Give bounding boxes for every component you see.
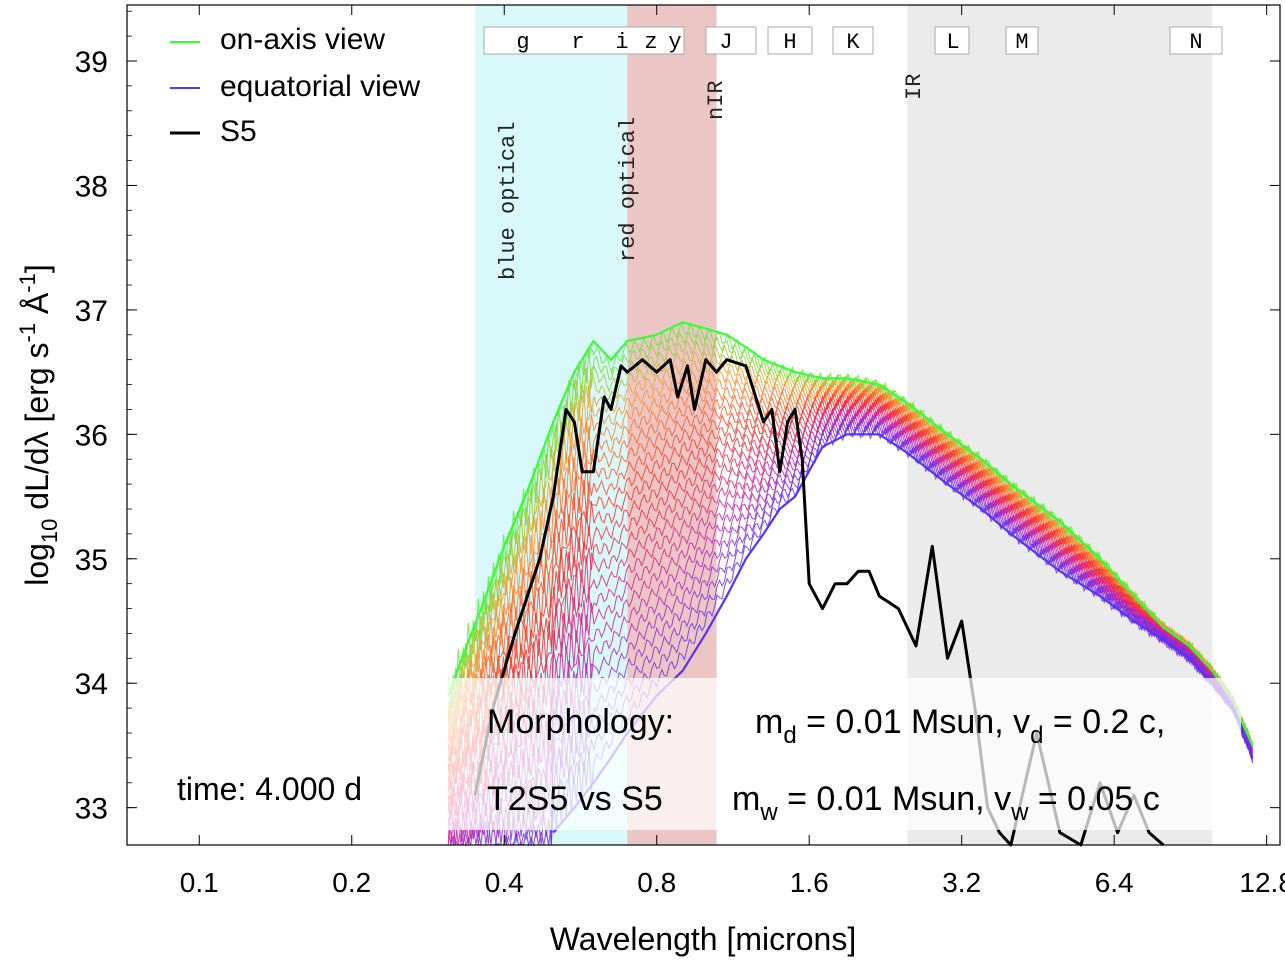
vw-subscript: w (1010, 799, 1029, 826)
disk-parameters: md = 0.01 Msun, vd = 0.2 c, (755, 703, 1165, 749)
wind-parameters: mw = 0.01 Msun, vw = 0.05 c (732, 780, 1160, 826)
legend: on-axis view equatorial view S5 (170, 23, 420, 148)
fan-line-11 (447, 389, 1253, 772)
filter-box-0 (483, 26, 685, 55)
band-label-3: IR (902, 74, 927, 100)
y-tick-label-3: 36 (75, 419, 108, 452)
filter-N: N (1189, 30, 1202, 55)
y-tick-label-2: 35 (75, 544, 108, 577)
y-label-exp1: -1 (15, 323, 40, 343)
plot-frame (126, 4, 1281, 846)
filter-box-3 (832, 26, 874, 55)
fan-line-19 (447, 406, 1253, 830)
x-tick-label-7: 12.8 (1239, 867, 1285, 898)
filter-box-6 (1169, 26, 1223, 55)
annotations: Morphology: md = 0.01 Msun, vd = 0.2 c, … (177, 703, 1165, 826)
fan-line-10 (447, 388, 1253, 774)
filter-g: g (516, 30, 529, 55)
y-label-log-sub: 10 (37, 519, 62, 543)
filter-y: y (668, 30, 681, 55)
filter-box-1 (705, 26, 757, 55)
fan-line-13 (447, 394, 1253, 785)
mw-symbol: m (732, 780, 760, 818)
filter-z: z (644, 30, 657, 55)
y-label-main: dL/dλ [erg s (19, 342, 55, 518)
filter-J: J (719, 30, 732, 55)
x-tick-label-2: 0.4 (485, 867, 524, 898)
x-tick-label-1: 0.2 (332, 867, 371, 898)
vd-value: = 0.2 c, (1043, 703, 1165, 741)
annotation-box (408, 678, 1241, 830)
vd-subscript: d (1030, 722, 1043, 749)
band-label-2: nIR (704, 80, 729, 120)
filter-i: i (615, 30, 628, 55)
filter-H: H (783, 30, 796, 55)
band-labels: blue optical red optical nIR IR (496, 74, 927, 280)
filter-box-4 (934, 26, 970, 55)
x-axis-label: Wavelength [microns] (550, 921, 856, 957)
band-label-1: red optical (616, 117, 641, 262)
legend-label-on-axis: on-axis view (220, 23, 385, 56)
legend-label-equatorial: equatorial view (220, 70, 420, 103)
y-tick-label-1: 34 (75, 668, 108, 701)
legend-label-s5: S5 (220, 115, 257, 148)
series-line-0 (447, 321, 1254, 746)
y-tick-label-0: 33 (75, 793, 108, 826)
mw-value: = 0.01 Msun, v (778, 780, 1011, 818)
y-label-end: ] (19, 264, 55, 273)
x-tick-label-6: 6.4 (1095, 867, 1134, 898)
time-label: time: 4.000 d (177, 771, 362, 807)
fan-line-20 (447, 408, 1253, 846)
model-label: T2S5 vs S5 (487, 780, 663, 818)
fan-line-14 (447, 395, 1253, 790)
y-axis-label: log10 dL/dλ [erg s-1 Å-1] (15, 264, 62, 586)
x-tick-label-3: 0.8 (637, 867, 676, 898)
filter-box-2 (767, 26, 813, 55)
md-symbol: m (755, 703, 783, 741)
y-tick-label-4: 37 (75, 295, 108, 328)
vw-value: = 0.05 c (1028, 780, 1159, 818)
filter-box-5 (1005, 26, 1039, 55)
filter-M: M (1015, 30, 1028, 55)
x-tick-label-0: 0.1 (180, 867, 219, 898)
md-subscript: d (783, 722, 796, 749)
mw-subscript: w (759, 799, 778, 826)
axis-ticks: 0.1 0.2 0.4 0.8 1.6 3.2 6.4 12.8 33 34 35 36 37 38 39 (75, 5, 1285, 898)
x-tick-label-4: 1.6 (790, 867, 829, 898)
x-tick-label-5: 3.2 (942, 867, 981, 898)
y-tick-label-6: 39 (75, 46, 108, 79)
y-label-mid: Å (19, 292, 55, 323)
morphology-label: Morphology: (487, 703, 674, 741)
md-value: = 0.01 Msun, v (797, 703, 1030, 741)
filter-L: L (946, 30, 959, 55)
series-line-2 (473, 358, 1165, 847)
y-label-log: log (19, 543, 55, 586)
y-label-exp2: -1 (15, 273, 40, 293)
band-label-0: blue optical (496, 122, 521, 280)
y-tick-label-5: 38 (75, 170, 108, 203)
filter-K: K (846, 30, 860, 55)
filter-r: r (571, 30, 584, 55)
